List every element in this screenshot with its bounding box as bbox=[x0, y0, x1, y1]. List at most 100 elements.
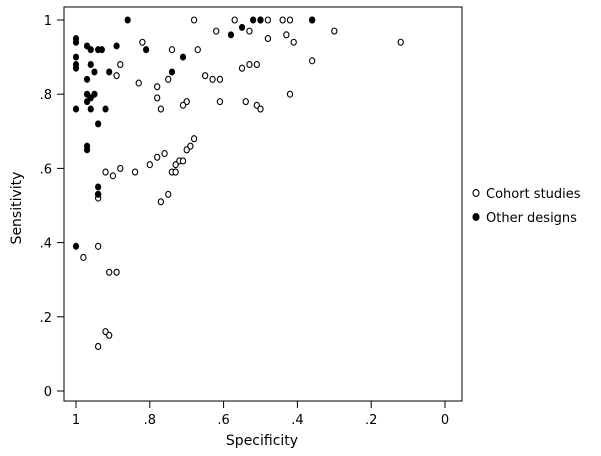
other-designs-point bbox=[83, 146, 91, 154]
cohort-study-point bbox=[172, 168, 179, 176]
legend-label-other-designs: Other designs bbox=[486, 211, 577, 226]
other-designs-point bbox=[72, 105, 80, 113]
cohort-study-point bbox=[154, 153, 161, 161]
other-designs-point bbox=[87, 46, 94, 54]
other-designs-point bbox=[143, 46, 150, 54]
cohort-study-point bbox=[165, 190, 172, 198]
y-axis-title: Sensitivity bbox=[9, 172, 25, 245]
other-designs-point bbox=[113, 42, 120, 50]
plot-area-frame bbox=[63, 6, 463, 402]
cohort-study-point bbox=[190, 16, 198, 24]
cohort-study-point bbox=[102, 168, 109, 176]
cohort-study-point bbox=[290, 38, 297, 46]
other-designs-point bbox=[87, 105, 94, 113]
other-designs-point bbox=[98, 46, 105, 54]
cohort-study-point bbox=[190, 135, 198, 143]
x-tick-label: .6 bbox=[217, 413, 229, 428]
y-tick-label: .8 bbox=[40, 88, 52, 103]
cohort-study-point bbox=[194, 46, 201, 54]
cohort-study-point bbox=[113, 268, 120, 276]
cohort-study-point bbox=[94, 342, 102, 351]
cohort-study-point bbox=[213, 27, 220, 35]
cohort-study-point bbox=[201, 72, 209, 80]
cohort-study-point bbox=[139, 38, 146, 46]
other-designs-point bbox=[91, 68, 98, 76]
other-designs-point bbox=[309, 16, 316, 24]
other-designs-point bbox=[95, 120, 102, 128]
cohort-study-point bbox=[242, 98, 249, 106]
cohort-study-point bbox=[397, 38, 404, 46]
other-designs-point bbox=[124, 16, 131, 24]
x-tick-label: .4 bbox=[291, 413, 303, 428]
other-designs-point bbox=[83, 98, 91, 106]
other-designs-point bbox=[72, 64, 80, 72]
other-designs-point bbox=[257, 16, 264, 24]
cohort-study-point bbox=[146, 161, 153, 169]
other-designs-point bbox=[95, 190, 102, 198]
other-designs-point bbox=[72, 38, 80, 46]
cohort-study-point bbox=[216, 75, 224, 83]
other-designs-point bbox=[83, 75, 91, 83]
x-tick-label: .2 bbox=[365, 413, 377, 428]
other-designs-point bbox=[87, 61, 94, 69]
cohort-study-point bbox=[283, 31, 290, 39]
cohort-study-point bbox=[117, 164, 124, 172]
cohort-study-point bbox=[109, 172, 117, 180]
x-tick-label: 0 bbox=[441, 413, 449, 428]
y-tick-label: .4 bbox=[40, 237, 52, 252]
cohort-study-point bbox=[216, 98, 224, 106]
data-points bbox=[72, 16, 404, 351]
cohort-study-point bbox=[94, 242, 102, 250]
cohort-study-point bbox=[131, 168, 139, 176]
legend-marker-other-designs bbox=[472, 213, 480, 221]
x-axis-title: Specificity bbox=[226, 433, 298, 449]
other-designs-point bbox=[102, 105, 109, 113]
other-designs-point bbox=[72, 242, 80, 250]
cohort-study-point bbox=[231, 16, 238, 24]
cohort-study-point bbox=[179, 101, 187, 109]
other-designs-point bbox=[238, 23, 246, 31]
cohort-study-point bbox=[154, 94, 161, 102]
cohort-study-point bbox=[106, 331, 113, 339]
cohort-study-point bbox=[309, 57, 316, 65]
cohort-study-point bbox=[168, 46, 176, 54]
other-designs-point bbox=[227, 31, 235, 39]
cohort-study-point bbox=[157, 105, 165, 113]
cohort-study-point bbox=[331, 27, 338, 35]
cohort-study-point bbox=[161, 150, 168, 158]
cohort-study-point bbox=[135, 79, 142, 87]
y-tick-label: 0 bbox=[44, 385, 52, 400]
legend: Cohort studies Other designs bbox=[472, 187, 581, 226]
cohort-study-point bbox=[183, 146, 190, 154]
cohort-study-point bbox=[172, 161, 179, 169]
cohort-study-point bbox=[286, 90, 294, 98]
cohort-study-point bbox=[157, 198, 165, 206]
other-designs-point bbox=[179, 53, 187, 61]
cohort-study-point bbox=[238, 64, 246, 72]
legend-label-cohort-studies: Cohort studies bbox=[486, 187, 581, 202]
y-tick-label: 1 bbox=[44, 14, 52, 29]
y-tick-label: .2 bbox=[40, 311, 52, 326]
other-designs-point bbox=[168, 68, 176, 76]
cohort-study-point bbox=[209, 75, 216, 83]
other-designs-point bbox=[250, 16, 257, 24]
other-designs-point bbox=[95, 183, 102, 191]
cohort-study-point bbox=[117, 60, 124, 69]
cohort-study-point bbox=[286, 16, 294, 24]
x-axis-ticks: 1 .8 .6 .4 .2 0 bbox=[72, 401, 449, 428]
other-designs-point bbox=[72, 53, 80, 61]
cohort-study-point bbox=[264, 34, 272, 43]
cohort-study-point bbox=[246, 60, 253, 69]
cohort-study-point bbox=[113, 72, 120, 80]
other-designs-point bbox=[91, 90, 98, 98]
cohort-study-point bbox=[264, 16, 272, 24]
x-tick-label: .8 bbox=[144, 413, 156, 428]
cohort-study-point bbox=[279, 16, 286, 24]
cohort-study-point bbox=[165, 75, 172, 83]
other-designs-point bbox=[106, 68, 113, 76]
y-axis-ticks: 0 .2 .4 .6 .8 1 bbox=[40, 14, 64, 400]
cohort-study-point bbox=[253, 60, 260, 69]
cohort-study-point bbox=[179, 157, 187, 165]
cohort-study-point bbox=[80, 253, 87, 261]
